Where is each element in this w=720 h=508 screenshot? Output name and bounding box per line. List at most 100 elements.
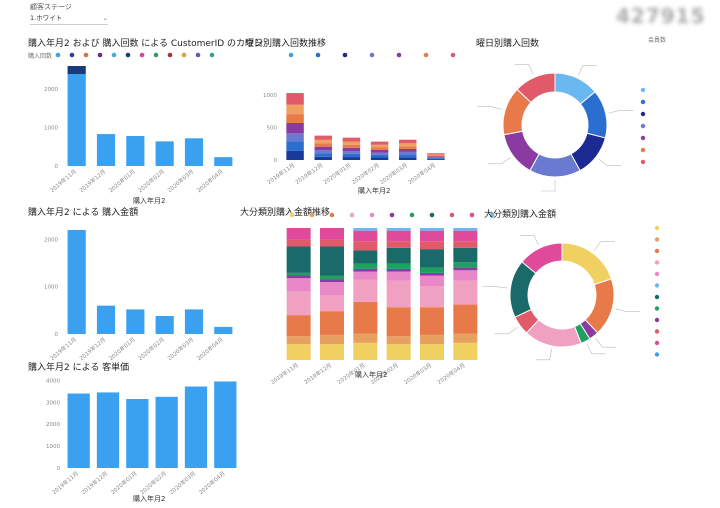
stacked-segment[interactable] xyxy=(386,336,411,345)
bar[interactable] xyxy=(214,381,237,468)
stacked-segment[interactable] xyxy=(342,151,361,154)
stacked-segment[interactable] xyxy=(427,154,445,156)
legend-dot[interactable] xyxy=(369,212,375,218)
stacked-segment[interactable] xyxy=(286,246,311,273)
bar[interactable] xyxy=(126,136,145,166)
stacked-segment[interactable] xyxy=(386,344,411,360)
legend-dot[interactable] xyxy=(654,317,660,323)
bar[interactable] xyxy=(126,309,145,334)
legend-dot[interactable] xyxy=(654,271,660,277)
stacked-segment[interactable] xyxy=(420,334,444,345)
bar[interactable] xyxy=(67,230,86,334)
stacked-segment[interactable] xyxy=(320,228,344,240)
bar[interactable] xyxy=(184,309,204,334)
stacked-segment[interactable] xyxy=(420,272,444,276)
stacked-segment[interactable] xyxy=(320,311,344,335)
stacked-segment[interactable] xyxy=(353,228,378,231)
stacked-segment[interactable] xyxy=(420,344,444,360)
stacked-segment[interactable] xyxy=(314,146,332,151)
stacked-segment[interactable] xyxy=(420,267,444,273)
stacked-segment[interactable] xyxy=(386,268,411,272)
stacked-segment[interactable] xyxy=(353,279,378,302)
stacked-segment[interactable] xyxy=(453,280,478,305)
legend-dot[interactable] xyxy=(429,212,435,218)
legend-dot[interactable] xyxy=(640,123,646,129)
stacked-segment[interactable] xyxy=(370,154,389,158)
legend-dot[interactable] xyxy=(449,212,455,218)
stacked-segment[interactable] xyxy=(353,342,378,360)
stacked-segment[interactable] xyxy=(399,151,417,155)
legend-dot[interactable] xyxy=(97,52,103,58)
stacked-segment[interactable] xyxy=(427,153,445,155)
stacked-segment[interactable] xyxy=(320,279,344,283)
stacked-segment[interactable] xyxy=(320,344,344,360)
chart-1-svg[interactable]: 0 1000 2000 2019年11月 2019年12月 2020年01月 2020年02… xyxy=(28,52,238,200)
bar[interactable] xyxy=(126,399,149,468)
stacked-segment[interactable] xyxy=(314,153,332,157)
stacked-segment[interactable] xyxy=(386,241,411,248)
legend-dot[interactable] xyxy=(640,87,646,93)
legend-dot[interactable] xyxy=(409,212,415,218)
legend-dot[interactable] xyxy=(450,52,456,58)
legend-dot[interactable] xyxy=(654,329,660,334)
stacked-segment[interactable] xyxy=(420,307,444,335)
legend-dot[interactable] xyxy=(342,52,348,58)
legend-dot[interactable] xyxy=(654,260,660,265)
stacked-segment[interactable] xyxy=(314,150,332,154)
stacked-segment[interactable] xyxy=(453,333,478,343)
bar-top-segment[interactable] xyxy=(67,66,86,74)
bar[interactable] xyxy=(96,134,116,166)
stacked-segment[interactable] xyxy=(286,114,304,123)
stacked-segment[interactable] xyxy=(286,275,311,279)
stacked-segment[interactable] xyxy=(420,275,444,287)
legend-dot[interactable] xyxy=(329,212,335,218)
stacked-segment[interactable] xyxy=(386,263,411,269)
stacked-segment[interactable] xyxy=(320,295,344,312)
legend-dot[interactable] xyxy=(640,135,646,141)
legend-dot[interactable] xyxy=(654,248,660,254)
legend-dot[interactable] xyxy=(423,52,429,58)
legend-dot[interactable] xyxy=(111,52,117,58)
legend-dot[interactable] xyxy=(195,52,201,58)
stacked-segment[interactable] xyxy=(399,148,417,152)
stacked-segment[interactable] xyxy=(286,291,311,316)
bar[interactable] xyxy=(214,326,233,334)
legend-dot[interactable] xyxy=(654,283,660,288)
stacked-segment[interactable] xyxy=(286,93,304,105)
stacked-segment[interactable] xyxy=(286,104,304,115)
bar[interactable] xyxy=(67,73,86,166)
stacked-segment[interactable] xyxy=(286,122,304,134)
stacked-segment[interactable] xyxy=(453,262,478,268)
stacked-segment[interactable] xyxy=(342,147,361,152)
stacked-segment[interactable] xyxy=(399,157,417,160)
stacked-segment[interactable] xyxy=(342,153,361,158)
stacked-segment[interactable] xyxy=(342,157,361,160)
stacked-segment[interactable] xyxy=(353,301,378,334)
stacked-segment[interactable] xyxy=(386,247,411,264)
stacked-segment[interactable] xyxy=(286,133,304,142)
legend-dot[interactable] xyxy=(139,52,145,58)
stacked-segment[interactable] xyxy=(353,263,378,269)
stacked-segment[interactable] xyxy=(370,147,389,150)
stacked-segment[interactable] xyxy=(320,246,344,276)
legend-dot[interactable] xyxy=(489,212,495,218)
stacked-segment[interactable] xyxy=(399,139,417,144)
stacked-segment[interactable] xyxy=(353,268,378,272)
bar[interactable] xyxy=(96,392,120,468)
legend-dot[interactable] xyxy=(315,52,321,58)
stacked-segment[interactable] xyxy=(453,304,478,334)
stacked-segment[interactable] xyxy=(286,344,311,360)
legend-dot[interactable] xyxy=(654,340,660,346)
bar[interactable] xyxy=(155,396,178,468)
stacked-segment[interactable] xyxy=(370,152,389,155)
stacked-segment[interactable] xyxy=(420,230,444,242)
legend-dot[interactable] xyxy=(209,52,215,58)
stacked-segment[interactable] xyxy=(353,230,378,242)
legend-dot[interactable] xyxy=(288,52,294,58)
legend-dot[interactable] xyxy=(640,147,646,153)
chart-3-svg[interactable] xyxy=(477,60,655,210)
donut-slice[interactable] xyxy=(521,242,563,275)
stacked-segment[interactable] xyxy=(314,156,332,160)
legend-dot[interactable] xyxy=(349,212,355,218)
stacked-segment[interactable] xyxy=(353,241,378,251)
